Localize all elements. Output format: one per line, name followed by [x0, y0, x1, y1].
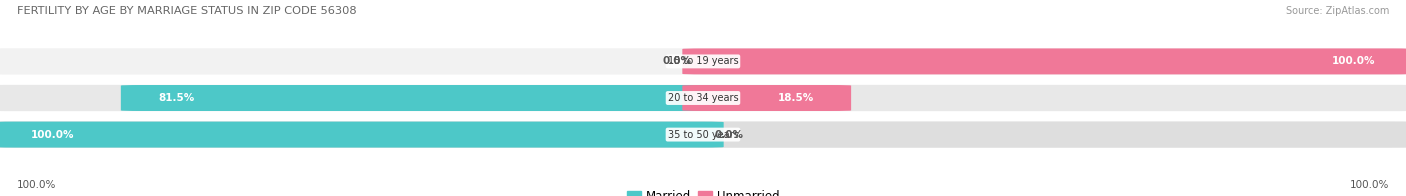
- FancyBboxPatch shape: [682, 85, 851, 111]
- Text: Source: ZipAtlas.com: Source: ZipAtlas.com: [1285, 6, 1389, 16]
- FancyBboxPatch shape: [121, 85, 724, 111]
- Text: 100.0%: 100.0%: [31, 130, 75, 140]
- FancyBboxPatch shape: [0, 122, 724, 148]
- Text: 100.0%: 100.0%: [17, 180, 56, 190]
- FancyBboxPatch shape: [0, 121, 1406, 148]
- Text: 81.5%: 81.5%: [157, 93, 194, 103]
- FancyBboxPatch shape: [0, 48, 1406, 75]
- Text: 100.0%: 100.0%: [1331, 56, 1375, 66]
- Text: 20 to 34 years: 20 to 34 years: [668, 93, 738, 103]
- Text: 0.0%: 0.0%: [664, 56, 692, 66]
- Legend: Married, Unmarried: Married, Unmarried: [621, 185, 785, 196]
- Text: 18.5%: 18.5%: [778, 93, 814, 103]
- FancyBboxPatch shape: [0, 85, 1406, 111]
- Text: 35 to 50 years: 35 to 50 years: [668, 130, 738, 140]
- Text: 100.0%: 100.0%: [1350, 180, 1389, 190]
- Text: FERTILITY BY AGE BY MARRIAGE STATUS IN ZIP CODE 56308: FERTILITY BY AGE BY MARRIAGE STATUS IN Z…: [17, 6, 357, 16]
- FancyBboxPatch shape: [682, 48, 1406, 74]
- Text: 15 to 19 years: 15 to 19 years: [668, 56, 738, 66]
- Text: 0.0%: 0.0%: [714, 130, 742, 140]
